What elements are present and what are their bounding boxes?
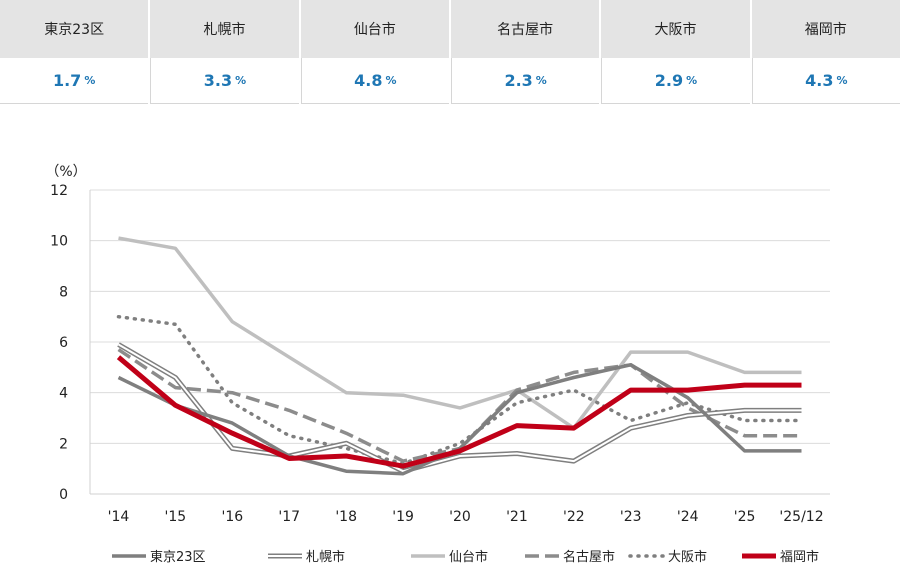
summary-rate: 3.3 <box>203 71 233 90</box>
summary-table: 東京23区 1.7% 札幌市 3.3% 仙台市 4.8% 名古屋市 2.3% 大… <box>0 0 900 104</box>
legend-label: 名古屋市 <box>563 549 615 565</box>
series-line-3 <box>117 348 802 463</box>
summary-col-sapporo: 札幌市 3.3% <box>148 0 299 104</box>
series-line-1-inner <box>117 343 802 473</box>
summary-unit: % <box>385 74 397 87</box>
chart-legend: 東京23区 札幌市 仙台市 名古屋市 大阪市 福岡市 <box>112 549 819 565</box>
summary-rate: 4.3 <box>805 71 834 90</box>
y-tick-label: 10 <box>50 234 68 250</box>
chart-axes: 0 2 4 6 8 10 12 （%） '14 '15 '16 '17 '18 '19 '20 '21 '22 '… <box>45 164 830 525</box>
summary-city-name: 札幌市 <box>150 0 299 58</box>
x-tick-label: '21 <box>506 509 528 525</box>
x-tick-label: '18 <box>335 509 357 525</box>
summary-city-name: 東京23区 <box>0 0 149 58</box>
summary-col-fukuoka: 福岡市 4.3% <box>749 0 900 104</box>
legend-label: 札幌市 <box>306 549 345 565</box>
x-tick-label: '17 <box>278 509 300 525</box>
y-tick-label: 4 <box>59 386 68 402</box>
summary-col-sendai: 仙台市 4.8% <box>298 0 449 104</box>
x-tick-label: '20 <box>449 509 471 525</box>
summary-city-name: 仙台市 <box>300 0 449 58</box>
x-tick-label: '24 <box>677 509 699 525</box>
y-tick-label: 12 <box>50 183 68 199</box>
summary-rate: 1.7 <box>52 71 82 90</box>
summary-col-nagoya: 名古屋市 2.3% <box>448 0 600 104</box>
x-tick-label: '22 <box>563 509 585 525</box>
summary-value-cell: 3.3% <box>150 58 299 104</box>
chart-gridlines <box>90 189 830 444</box>
summary-city-name: 大阪市 <box>601 0 750 58</box>
chart-series <box>116 236 804 476</box>
summary-unit: % <box>235 74 247 87</box>
summary-value-cell: 1.7% <box>0 58 149 104</box>
series-line-4 <box>116 314 804 466</box>
summary-unit: % <box>535 74 547 87</box>
summary-unit: % <box>836 74 848 87</box>
summary-value-cell: 2.3% <box>450 58 600 104</box>
legend-label: 大阪市 <box>668 549 707 565</box>
summary-city-name: 名古屋市 <box>450 0 600 58</box>
summary-rate: 4.8 <box>354 71 383 90</box>
series-line-5 <box>116 355 802 469</box>
y-axis-unit-label: （%） <box>45 164 86 180</box>
summary-col-tokyo: 東京23区 1.7% <box>0 0 149 104</box>
legend-label: 仙台市 <box>449 549 488 565</box>
x-tick-label: '14 <box>108 509 130 525</box>
legend-label: 東京23区 <box>150 549 206 565</box>
summary-unit: % <box>686 74 698 87</box>
summary-value-cell: 4.3% <box>751 58 900 104</box>
y-tick-label: 0 <box>59 487 68 503</box>
summary-col-osaka: 大阪市 2.9% <box>599 0 750 104</box>
y-tick-label: 6 <box>59 335 68 351</box>
x-tick-label: '23 <box>620 509 642 525</box>
x-tick-label: '25 <box>734 509 756 525</box>
summary-rate: 2.3 <box>504 71 533 90</box>
x-tick-label: '15 <box>165 509 187 525</box>
summary-rate: 2.9 <box>654 71 684 90</box>
summary-unit: % <box>84 74 96 87</box>
summary-city-name: 福岡市 <box>751 0 900 58</box>
summary-value-cell: 4.8% <box>300 58 449 104</box>
series-line-2 <box>118 236 802 430</box>
x-tick-label: '25/12 <box>779 509 823 525</box>
summary-value-cell: 2.9% <box>601 58 750 104</box>
x-tick-label: '16 <box>221 509 243 525</box>
x-tick-label: '19 <box>392 509 414 525</box>
legend-label: 福岡市 <box>780 549 819 565</box>
y-tick-label: 2 <box>59 436 68 452</box>
y-tick-label: 8 <box>59 284 68 300</box>
